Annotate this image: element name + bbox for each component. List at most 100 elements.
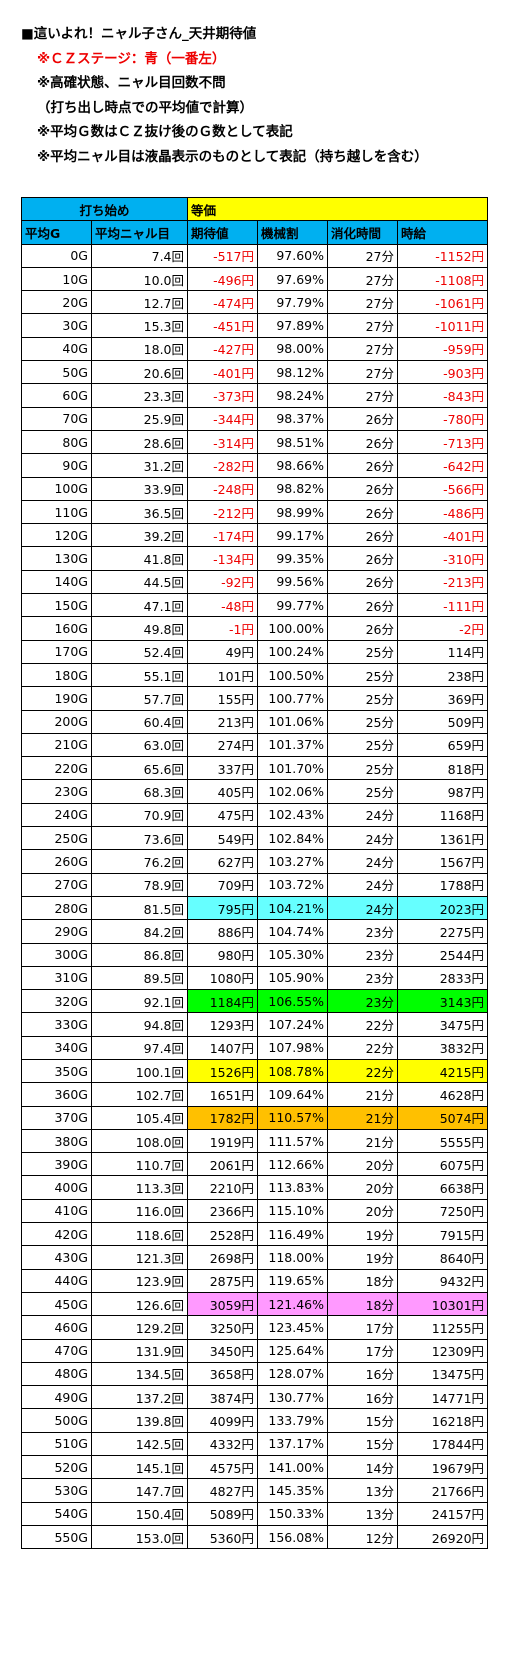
cell-avg-games: 60G <box>21 383 92 408</box>
cell-payout-rate: 97.89% <box>257 313 329 338</box>
cell-play-time: 20分 <box>327 1198 399 1224</box>
cell-payout-rate: 133.79% <box>257 1408 329 1433</box>
cell-avg-games: 460G <box>21 1315 92 1340</box>
cell-expected-value: 5360円 <box>187 1524 259 1550</box>
table-row: 110G 36.5回 -212円 98.99% 26分 -486円 <box>21 499 489 525</box>
cell-expected-value: 2698円 <box>187 1245 259 1270</box>
cell-expected-value: 101円 <box>187 662 259 688</box>
cell-payout-rate: 102.43% <box>257 802 329 828</box>
cell-avg-games: 440G <box>21 1268 92 1293</box>
cell-play-time: 26分 <box>327 429 399 455</box>
cell-play-time: 23分 <box>327 989 399 1014</box>
cell-expected-value: 5089円 <box>187 1501 259 1526</box>
cell-avg-nyaru: 92.1回 <box>90 989 189 1014</box>
cell-avg-nyaru: 139.8回 <box>90 1408 189 1433</box>
cz-stage-note: ※ＣＺステージ：青（一番左） <box>37 50 226 67</box>
cell-avg-nyaru: 97.4回 <box>90 1035 189 1060</box>
cell-hourly-wage: 24157円 <box>397 1501 489 1526</box>
cell-play-time: 26分 <box>327 546 399 571</box>
cell-expected-value: 4099円 <box>187 1408 259 1433</box>
cell-avg-games: 200G <box>21 709 92 734</box>
cell-avg-games: 20G <box>21 290 92 315</box>
cell-expected-value: -1円 <box>187 616 259 641</box>
cell-hourly-wage: -959円 <box>397 336 489 362</box>
cell-payout-rate: 116.49% <box>257 1222 329 1247</box>
cell-hourly-wage: -1152円 <box>397 243 489 268</box>
cell-play-time: 25分 <box>327 662 399 688</box>
cell-play-time: 25分 <box>327 686 399 711</box>
cell-avg-nyaru: 113.3回 <box>90 1175 189 1200</box>
cell-play-time: 13分 <box>327 1501 399 1526</box>
cell-avg-games: 300G <box>21 942 92 967</box>
cell-payout-rate: 145.35% <box>257 1478 329 1503</box>
cell-play-time: 25分 <box>327 709 399 734</box>
cell-avg-nyaru: 89.5回 <box>90 965 189 991</box>
cell-avg-nyaru: 86.8回 <box>90 942 189 967</box>
cell-play-time: 27分 <box>327 243 399 268</box>
table-row: 480G 134.5回 3658円 128.07% 16分 13475円 <box>21 1361 489 1387</box>
cell-hourly-wage: -1108円 <box>397 266 489 292</box>
table-row: 50G 20.6回 -401円 98.12% 27分 -903円 <box>21 360 489 385</box>
cell-expected-value: 980円 <box>187 942 259 967</box>
cell-hourly-wage: 5555円 <box>397 1128 489 1154</box>
table-row: 460G 129.2回 3250円 123.45% 17分 11255円 <box>21 1315 489 1340</box>
cell-play-time: 27分 <box>327 313 399 338</box>
cell-play-time: 18分 <box>327 1291 399 1317</box>
cell-avg-games: 260G <box>21 849 92 874</box>
cell-payout-rate: 105.90% <box>257 965 329 991</box>
cell-hourly-wage: -843円 <box>397 383 489 408</box>
table-row: 430G 121.3回 2698円 118.00% 19分 8640円 <box>21 1245 489 1270</box>
table-row: 280G 81.5回 795円 104.21% 24分 2023円 <box>21 895 489 921</box>
table-row: 150G 47.1回 -48円 99.77% 26分 -111円 <box>21 593 489 618</box>
table-row: 130G 41.8回 -134円 99.35% 26分 -310円 <box>21 546 489 571</box>
cell-avg-games: 140G <box>21 569 92 595</box>
cell-play-time: 26分 <box>327 499 399 525</box>
cell-hourly-wage: 2544円 <box>397 942 489 967</box>
cell-expected-value: 1919円 <box>187 1128 259 1154</box>
cell-avg-games: 530G <box>21 1478 92 1503</box>
cell-avg-games: 550G <box>21 1524 92 1550</box>
cell-play-time: 26分 <box>327 569 399 595</box>
cell-hourly-wage: -111円 <box>397 593 489 618</box>
cell-play-time: 13分 <box>327 1478 399 1503</box>
cell-payout-rate: 121.46% <box>257 1291 329 1317</box>
notes-block: ■這いよれ！ニャル子さん_天井期待値 ※ＣＺステージ：青（一番左） ※高確状態、… <box>21 22 501 169</box>
note-calc-basis: （打ち出し時点での平均値で計算） <box>37 99 253 116</box>
cell-avg-games: 150G <box>21 593 92 618</box>
cell-hourly-wage: -2円 <box>397 616 489 641</box>
cell-avg-games: 360G <box>21 1082 92 1107</box>
cell-play-time: 22分 <box>327 1012 399 1037</box>
cell-payout-rate: 98.99% <box>257 499 329 525</box>
cell-avg-nyaru: 81.5回 <box>90 895 189 921</box>
cell-avg-nyaru: 49.8回 <box>90 616 189 641</box>
cell-payout-rate: 104.74% <box>257 919 329 944</box>
cell-expected-value: 795円 <box>187 895 259 921</box>
cell-play-time: 27分 <box>327 290 399 315</box>
cell-expected-value: 709円 <box>187 872 259 897</box>
cell-play-time: 16分 <box>327 1385 399 1410</box>
cell-play-time: 20分 <box>327 1175 399 1200</box>
cell-hourly-wage: -713円 <box>397 429 489 455</box>
cell-expected-value: 549円 <box>187 826 259 851</box>
cell-play-time: 27分 <box>327 383 399 408</box>
cell-avg-games: 470G <box>21 1338 92 1363</box>
cell-expected-value: 1293円 <box>187 1012 259 1037</box>
cell-avg-games: 70G <box>21 406 92 431</box>
table-row: 550G 153.0回 5360円 156.08% 12分 26920円 <box>21 1524 489 1550</box>
table-row: 270G 78.9回 709円 103.72% 24分 1788円 <box>21 872 489 897</box>
cell-avg-games: 410G <box>21 1198 92 1224</box>
table-row: 360G 102.7回 1651円 109.64% 21分 4628円 <box>21 1082 489 1107</box>
cell-avg-games: 340G <box>21 1035 92 1060</box>
cell-hourly-wage: 9432円 <box>397 1268 489 1293</box>
col-avg-games: 平均G <box>21 220 92 245</box>
cell-payout-rate: 101.37% <box>257 732 329 758</box>
cell-avg-games: 270G <box>21 872 92 897</box>
cell-avg-games: 390G <box>21 1152 92 1177</box>
cell-play-time: 26分 <box>327 593 399 618</box>
cell-hourly-wage: 1788円 <box>397 872 489 897</box>
cell-avg-nyaru: 10.0回 <box>90 266 189 292</box>
cell-expected-value: 1526円 <box>187 1058 259 1084</box>
cell-avg-nyaru: 63.0回 <box>90 732 189 758</box>
cell-expected-value: -373円 <box>187 383 259 408</box>
cell-avg-nyaru: 41.8回 <box>90 546 189 571</box>
